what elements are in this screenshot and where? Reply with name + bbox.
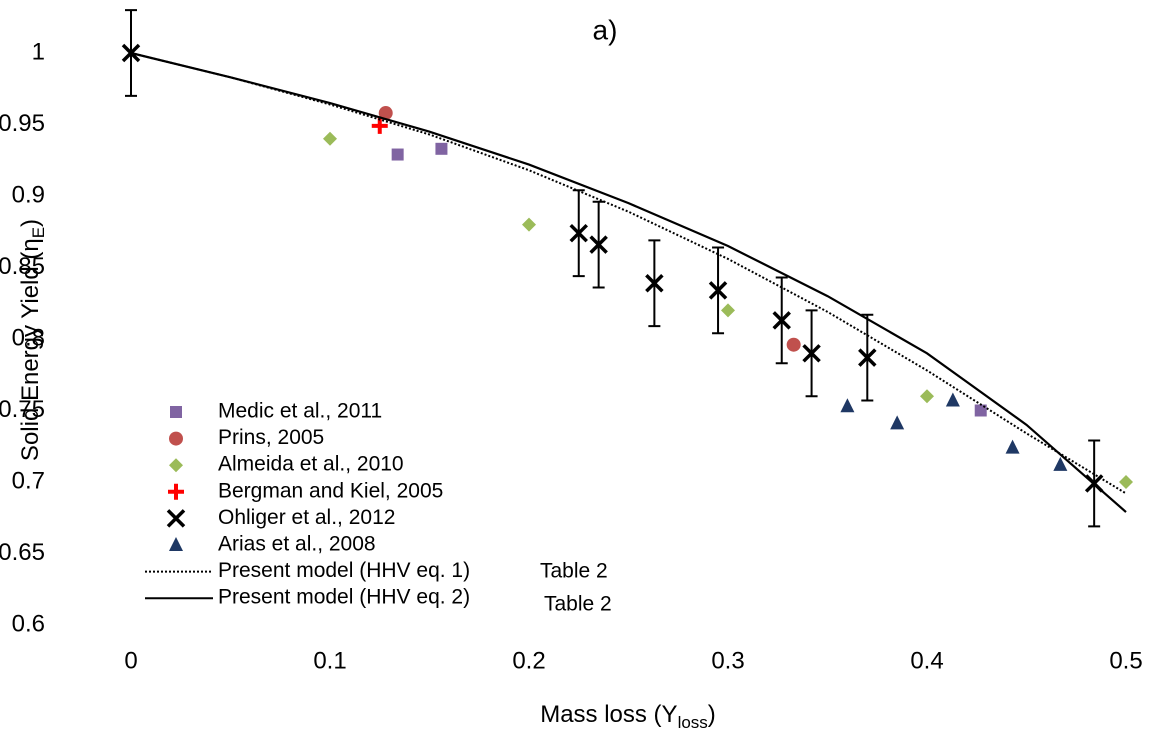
data-point: [772, 311, 791, 330]
legend-marker: [169, 431, 183, 446]
data-point: [802, 344, 821, 363]
data-point: [522, 217, 536, 232]
legend-marker: [169, 537, 183, 551]
data-point: [435, 142, 448, 155]
y-tick-label: 0.85: [0, 253, 45, 280]
y-tick-label: 0.6: [12, 610, 45, 637]
x-tick-label: 0.4: [910, 647, 943, 674]
y-axis-label: Solid Energy Yield (ηE): [17, 219, 48, 461]
legend-label: Bergman and Kiel, 2005: [218, 479, 443, 502]
legend-label: Almeida et al., 2010: [218, 453, 404, 476]
data-point: [945, 392, 960, 407]
legend-label: Ohliger et al., 2012: [218, 506, 395, 529]
data-point: [890, 415, 905, 430]
model-line: [130, 52, 1127, 495]
x-axis-label: Mass loss (Yloss): [540, 701, 716, 732]
y-tick-label: 0.95: [0, 110, 45, 137]
x-tick-label: 0.5: [1109, 647, 1142, 674]
legend-marker: [168, 483, 184, 500]
data-point: [1005, 439, 1020, 454]
chart-title: a): [593, 14, 618, 45]
legend-marker: [166, 509, 186, 528]
data-point: [920, 389, 934, 404]
x-tick-label: 0.3: [711, 647, 744, 674]
x-tick-label: 0.1: [313, 647, 346, 674]
data-point: [708, 281, 728, 300]
data-point: [1053, 456, 1068, 471]
label-text: ): [708, 701, 716, 728]
label-text: Solid Energy Yield (η: [17, 238, 44, 461]
y-tick-label: 0.8: [12, 324, 45, 351]
label-subscript: E: [29, 227, 48, 238]
data-point: [378, 106, 393, 121]
data-point: [858, 348, 877, 367]
y-tick-label: 0.65: [0, 539, 45, 566]
x-tick-label: 0: [124, 647, 137, 674]
legend-label: Medic et al., 2011: [218, 400, 382, 423]
x-tick-label: 0.2: [512, 647, 545, 674]
y-tick-label: 0.75: [0, 396, 45, 423]
legend-marker: [169, 458, 183, 473]
data-point: [840, 398, 855, 413]
data-point: [786, 337, 801, 352]
label-subscript: loss: [678, 713, 708, 732]
data-point: [645, 273, 664, 293]
data-point: [589, 235, 608, 254]
legend-label: Present model (HHV eq. 1): [218, 559, 470, 582]
data-point: [371, 117, 388, 134]
label-text: ): [17, 219, 44, 227]
data-point: [391, 148, 404, 161]
label-text: Mass loss (Y: [540, 701, 677, 728]
legend-label: Prins, 2005: [218, 426, 324, 449]
model-line: [130, 51, 1127, 513]
data-point: [1119, 475, 1133, 489]
y-tick-label: 1: [32, 38, 45, 65]
annotation: Table 2: [544, 593, 612, 616]
y-tick-label: 0.9: [12, 181, 45, 208]
legend-marker: [170, 406, 182, 418]
legend-label: Present model (HHV eq. 2): [218, 586, 470, 609]
data-point: [323, 131, 337, 146]
annotation: Table 2: [540, 560, 608, 583]
data-point: [569, 223, 588, 243]
data-point: [721, 303, 735, 318]
y-tick-label: 0.7: [12, 467, 45, 494]
legend-label: Arias et al., 2008: [218, 533, 376, 556]
